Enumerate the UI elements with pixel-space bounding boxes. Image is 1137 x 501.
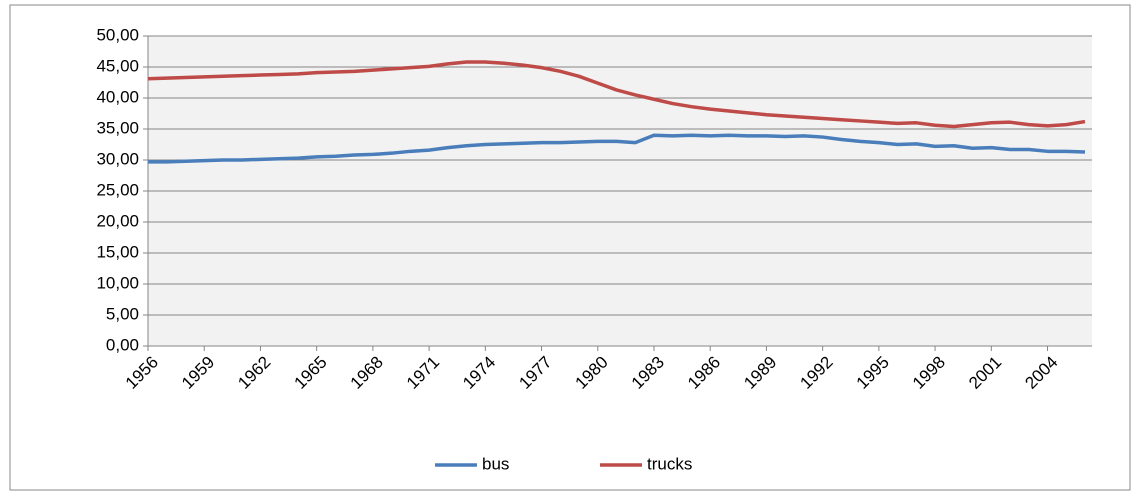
y-tick-label: 10,00: [96, 273, 139, 292]
y-tick-label: 45,00: [96, 56, 139, 75]
y-tick-label: 25,00: [96, 180, 139, 199]
y-tick-label: 35,00: [96, 118, 139, 137]
y-tick-label: 30,00: [96, 149, 139, 168]
y-tick-label: 5,00: [106, 304, 139, 323]
y-tick-label: 0,00: [106, 335, 139, 354]
y-tick-label: 20,00: [96, 211, 139, 230]
series-line: [147, 60, 1086, 129]
legend-label: bus: [482, 454, 509, 473]
legend-label: trucks: [647, 454, 692, 473]
y-tick-label: 15,00: [96, 242, 139, 261]
series-line: [148, 133, 1086, 164]
y-tick-label: 40,00: [96, 87, 139, 106]
y-tick-label: 50,00: [96, 25, 139, 44]
